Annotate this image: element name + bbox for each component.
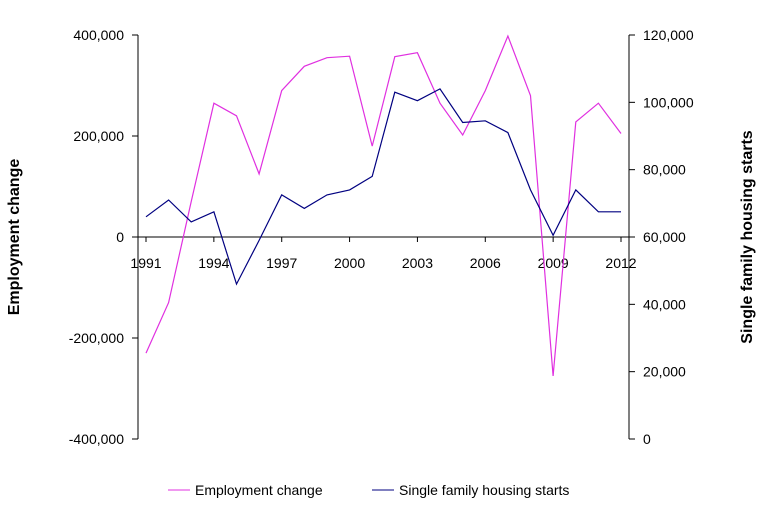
x-ticks: 1991 1994 1997 2000 2003 2006 2009 2012 xyxy=(130,237,637,271)
x-tick-label-2: 1997 xyxy=(266,255,297,271)
y2-tick-label-2: 80,000 xyxy=(643,162,686,178)
y-tick-label-3: -200,000 xyxy=(69,330,124,346)
y-tick-label-1: 200,000 xyxy=(73,128,124,144)
x-tick-label-4: 2003 xyxy=(402,255,433,271)
y2-tick-label-1: 100,000 xyxy=(643,94,694,110)
legend-label-housing-starts: Single family housing starts xyxy=(399,482,569,498)
y2-tick-label-5: 20,000 xyxy=(643,364,686,380)
series-line-1 xyxy=(145,88,621,286)
x-tick-label-1: 1994 xyxy=(198,255,229,271)
x-tick-label-3: 2000 xyxy=(334,255,365,271)
x-tick-label-0: 1991 xyxy=(130,255,161,271)
series-line-0 xyxy=(145,34,622,376)
left-axis-title: Employment change xyxy=(6,159,23,316)
y2-tick-label-0: 120,000 xyxy=(643,27,694,43)
y2-tick-label-6: 0 xyxy=(643,431,651,447)
y-tick-label-4: -400,000 xyxy=(69,431,124,447)
y2-tick-label-3: 60,000 xyxy=(643,229,686,245)
x-tick-label-6: 2009 xyxy=(538,255,569,271)
left-y-ticks: 400,000 200,000 0 -200,000 -400,000 xyxy=(69,27,138,447)
y-tick-label-0: 400,000 xyxy=(73,27,124,43)
legend-label-employment-change: Employment change xyxy=(195,482,323,498)
x-tick-label-5: 2006 xyxy=(470,255,501,271)
y2-tick-label-4: 40,000 xyxy=(643,296,686,312)
legend: Employment change Single family housing … xyxy=(168,482,569,498)
y-tick-label-2: 0 xyxy=(116,229,124,245)
right-y-ticks: 120,000 100,000 80,000 60,000 40,000 20,000 0 xyxy=(629,27,694,447)
series-layer xyxy=(145,34,622,376)
x-tick-label-7: 2012 xyxy=(605,255,636,271)
right-axis-title: Single family housing starts xyxy=(739,130,756,343)
